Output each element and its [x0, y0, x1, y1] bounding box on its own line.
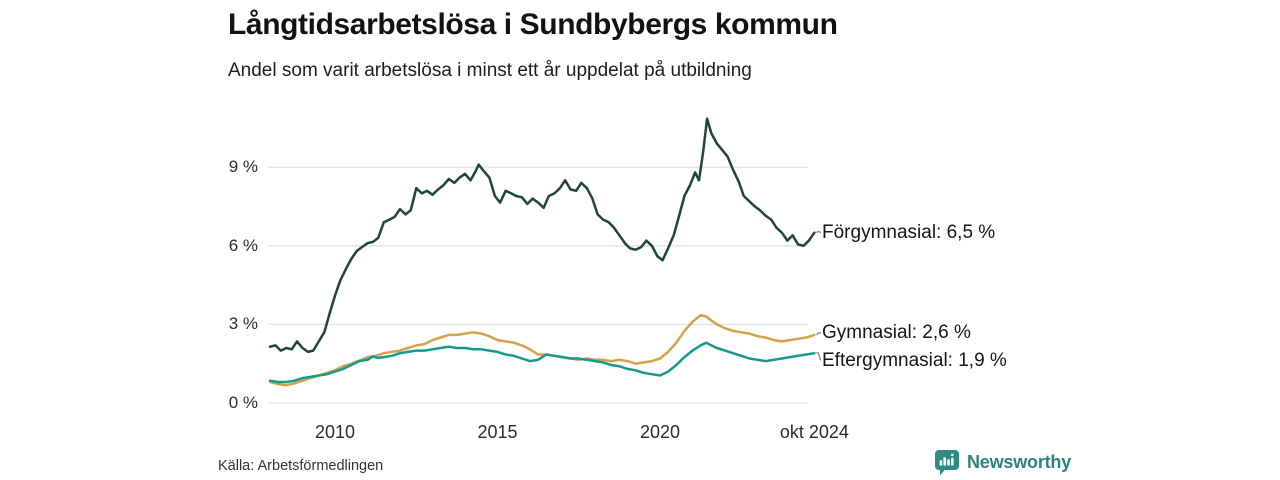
series-label-forgymnasial: Förgymnasial: 6,5 % [822, 222, 996, 244]
chart-subtitle: Andel som varit arbetslösa i minst ett å… [228, 60, 752, 81]
y-axis-tick-3pct: 3 % [228, 314, 258, 334]
y-axis-tick-0pct: 0 % [228, 393, 258, 412]
x-axis-tick-2010: 2010 [314, 422, 356, 442]
y-axis-tick-6pct: 6 % [228, 235, 258, 255]
chart-title: Långtidsarbetslösa i Sundbybergs kommun [228, 8, 838, 41]
x-axis-tick-okt-2024: okt 2024 [779, 422, 849, 442]
series-label-eftergymnasial: Eftergymnasial: 1,9 % [822, 349, 1007, 371]
series-label-gymnasial: Gymnasial: 2,6 % [822, 322, 971, 344]
newsworthy-logo-link[interactable]: Newsworthy [934, 449, 1071, 476]
x-axis-tick-2020: 2020 [639, 422, 681, 442]
y-axis-tick-9pct: 9 % [228, 157, 258, 177]
x-axis-tick-2015: 2015 [477, 422, 518, 442]
newsworthy-chart-bubble-icon [934, 449, 960, 476]
source-note: Källa: Arbetsförmedlingen [218, 458, 384, 474]
newsworthy-logo-text: Newsworthy [967, 452, 1072, 472]
